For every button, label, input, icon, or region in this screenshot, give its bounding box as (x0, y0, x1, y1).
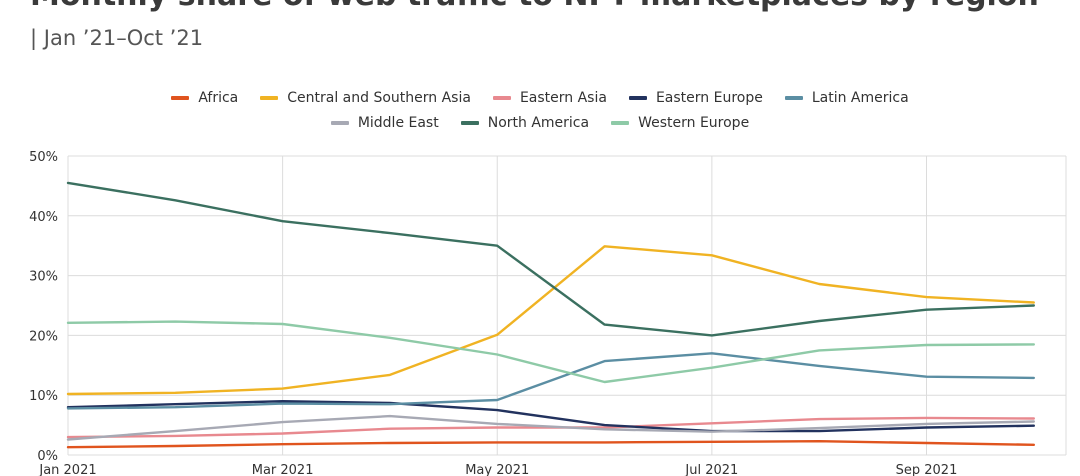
chart-subtitle: | Jan ’21–Oct ’21 (30, 26, 204, 50)
legend-swatch-latin-america (784, 95, 803, 100)
series-line-eastern-europe[interactable] (66, 400, 1036, 433)
chart-title: Monthly share of web traffic to NFT mark… (30, 0, 1039, 13)
x-tick-label: Jul 2021 (684, 463, 738, 476)
series-line-middle-east[interactable] (66, 414, 1036, 441)
legend-swatch-eastern-asia (492, 95, 511, 100)
y-tick-label: 20% (29, 329, 58, 344)
legend-item-western-europe[interactable]: Western Europe (611, 115, 749, 131)
legend-item-africa[interactable]: Africa (171, 90, 238, 106)
legend-item-central-southern-asia[interactable]: Central and Southern Asia (260, 90, 471, 106)
legend-label-western-europe: Western Europe (638, 114, 750, 131)
legend-swatch-middle-east (330, 120, 349, 125)
series-line-western-europe[interactable] (66, 320, 1036, 384)
series-line-north-america[interactable] (66, 181, 1036, 337)
legend-row-1: Africa Central and Southern Asia Eastern… (0, 85, 1080, 110)
legend-item-latin-america[interactable]: Latin America (784, 89, 909, 106)
legend-label-africa: Africa (198, 89, 239, 106)
y-tick-label: 0% (37, 449, 58, 464)
y-tick-label: 30% (29, 270, 58, 285)
series-line-central-and-southern-asia[interactable] (66, 245, 1036, 396)
y-axis-ticks: 0% 10% 20% 30% 40% 50% (29, 150, 58, 464)
legend-swatch-central-southern-asia (260, 95, 279, 100)
legend-label-middle-east: Middle East (357, 114, 439, 131)
x-tick-label: Jan 2021 (38, 463, 96, 476)
legend-item-middle-east[interactable]: Middle East (330, 114, 439, 131)
legend-item-eastern-europe[interactable]: Eastern Europe (628, 89, 763, 106)
legend-swatch-western-europe (611, 120, 630, 125)
x-axis-ticks: Jan 2021 Mar 2021 May 2021 Jul 2021 Sep 2021 (38, 463, 957, 476)
legend-label-central-southern-asia: Central and Southern Asia (287, 89, 471, 106)
legend-label-north-america: North America (487, 114, 590, 131)
legend-row-2: Middle East North America Western Europe (0, 110, 1080, 135)
legend-swatch-eastern-europe (628, 95, 647, 100)
x-tick-label: Mar 2021 (252, 463, 314, 476)
series-line-africa[interactable] (66, 440, 1036, 449)
x-tick-label: Sep 2021 (896, 463, 958, 476)
chart-legend: Africa Central and Southern Asia Eastern… (0, 85, 1080, 135)
legend-swatch-africa (171, 95, 190, 100)
y-tick-label: 10% (29, 389, 58, 404)
grid (67, 155, 1067, 456)
legend-swatch-north-america (460, 120, 479, 125)
legend-item-north-america[interactable]: North America (460, 114, 590, 131)
series-lines (66, 181, 1036, 449)
y-tick-label: 40% (29, 210, 58, 225)
y-tick-label: 50% (29, 150, 58, 165)
legend-label-latin-america: Latin America (811, 89, 909, 106)
legend-item-eastern-asia[interactable]: Eastern Asia (492, 89, 607, 106)
x-tick-label: May 2021 (465, 463, 529, 476)
legend-label-eastern-europe: Eastern Europe (655, 89, 763, 106)
series-line-latin-america[interactable] (66, 352, 1036, 410)
legend-label-eastern-asia: Eastern Asia (519, 89, 607, 106)
